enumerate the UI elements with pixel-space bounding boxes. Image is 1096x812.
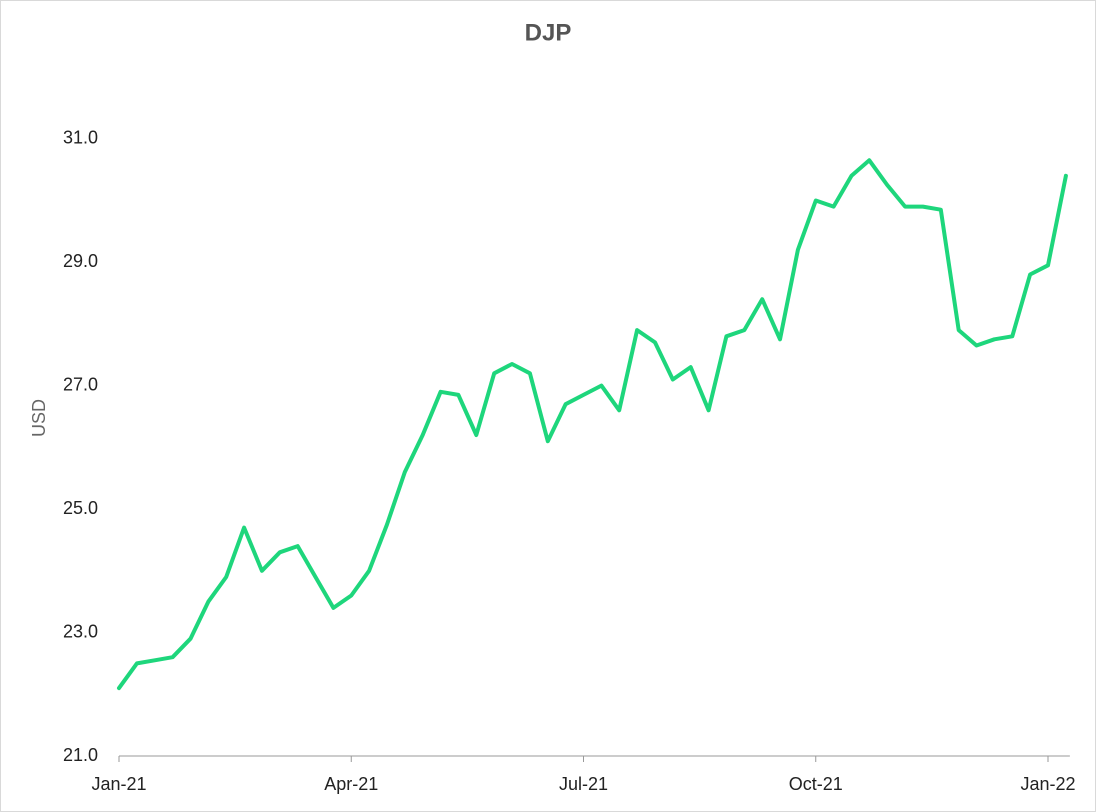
x-tick-label: Jan-21 [91,774,146,794]
y-axis-label: USD [29,399,49,437]
y-tick-label: 27.0 [63,374,98,394]
data-line [117,158,1068,691]
x-tick-label: Jul-21 [559,774,608,794]
y-tick-label: 21.0 [63,745,98,765]
x-tick-label: Jan-22 [1020,774,1075,794]
x-tick-label: Oct-21 [789,774,843,794]
y-tick-label: 23.0 [63,621,98,641]
y-tick-label: 31.0 [63,127,98,147]
y-tick-label: 29.0 [63,251,98,271]
chart-title: DJP [525,19,572,46]
x-tick-label: Apr-21 [324,774,378,794]
y-tick-label: 25.0 [63,498,98,518]
